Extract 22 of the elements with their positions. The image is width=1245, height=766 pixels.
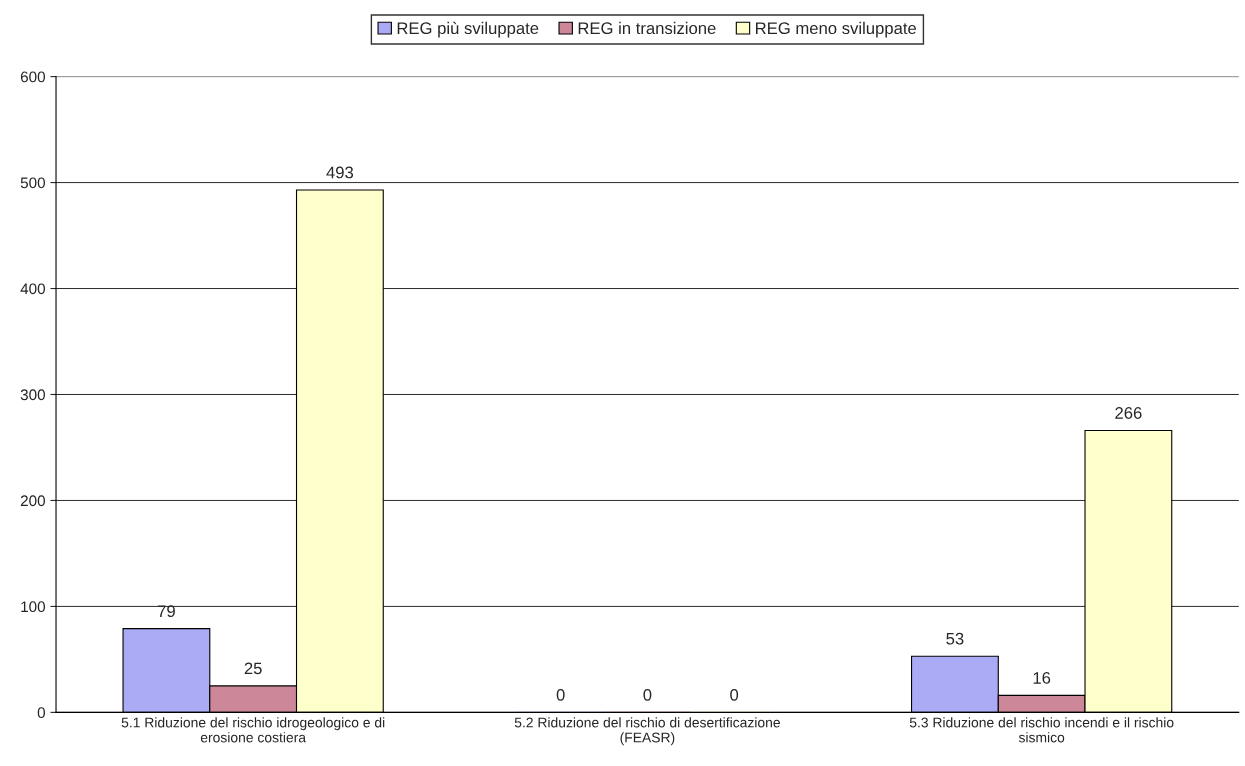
data-label: 0 bbox=[643, 688, 652, 701]
data-label: 25 bbox=[244, 662, 262, 675]
data-label: 0 bbox=[556, 688, 565, 701]
y-tick-label: 0 bbox=[37, 707, 46, 719]
data-label: 266 bbox=[1115, 407, 1142, 419]
x-tick-label: 5.2 Riduzione del rischio di desertificazione (FEASR) bbox=[514, 717, 780, 746]
x-tick-label: 5.3 Riduzione del rischio incendi e il rischio sismico bbox=[909, 717, 1174, 743]
data-label: 0 bbox=[730, 688, 739, 701]
x-tick-label: 5.1 Riduzione del rischio idrogeologico e di erosione costiera bbox=[121, 717, 385, 743]
y-tick-label: 500 bbox=[20, 177, 46, 189]
data-label: 79 bbox=[158, 605, 175, 618]
y-tick-label: 300 bbox=[20, 389, 46, 401]
data-label: 493 bbox=[326, 166, 354, 179]
data-label: 16 bbox=[1033, 672, 1051, 684]
y-tick-label: 200 bbox=[20, 495, 46, 507]
data-label: 53 bbox=[946, 632, 964, 645]
legend-label: REG più sviluppate bbox=[397, 21, 539, 38]
y-tick-label: 600 bbox=[20, 71, 46, 83]
y-tick-label: 400 bbox=[20, 283, 46, 295]
legend-label: REG in transizione bbox=[578, 21, 716, 35]
y-tick-label: 100 bbox=[21, 601, 46, 613]
legend-label: REG meno sviluppate bbox=[756, 21, 917, 38]
